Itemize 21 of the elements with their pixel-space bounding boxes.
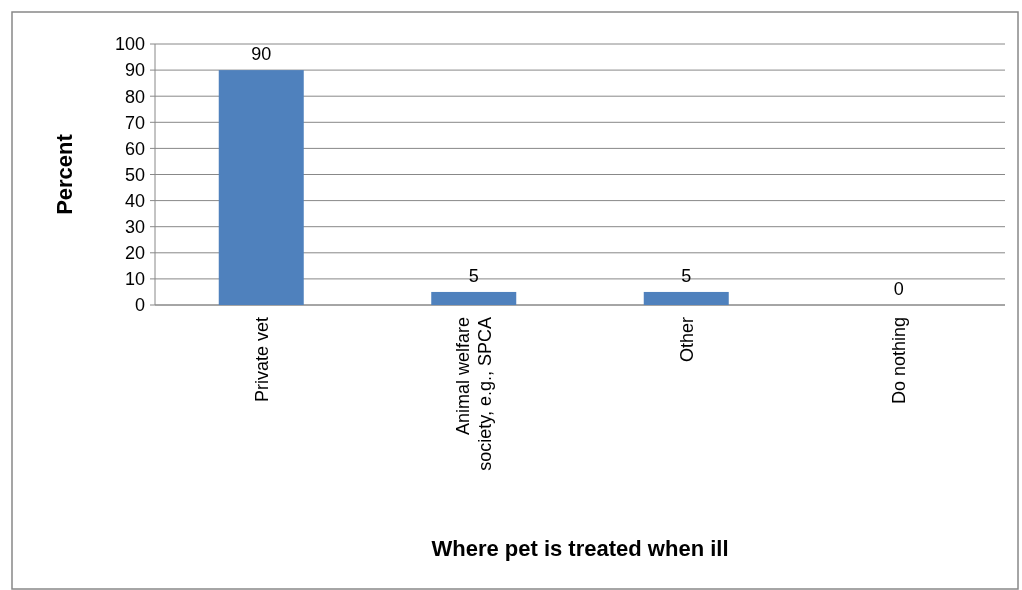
x-tick-label: Private vet	[251, 317, 272, 403]
y-tick-label: 60	[124, 138, 145, 159]
data-label: 5	[468, 265, 479, 286]
x-tick-label: Animal welfare society, e.g., SPCA	[453, 317, 496, 471]
y-tick-label: 70	[124, 112, 145, 133]
y-tick-label: 100	[114, 34, 145, 55]
x-tick-label: Other	[676, 317, 697, 363]
y-tick-label: 40	[124, 190, 145, 211]
data-label: 0	[893, 279, 904, 299]
data-label: 90	[251, 44, 272, 65]
y-tick-label: 30	[124, 217, 145, 237]
x-axis-title: Where pet is treated when ill	[431, 536, 729, 561]
y-tick-label: 90	[124, 60, 145, 81]
y-tick-label: 0	[134, 295, 145, 316]
y-tick-label: 10	[124, 269, 145, 290]
y-axis-title: Percent	[52, 133, 77, 215]
y-tick-label: 50	[124, 164, 145, 185]
y-tick-label: 20	[124, 243, 145, 264]
y-tick-label: 80	[124, 86, 145, 107]
data-label: 5	[681, 265, 692, 286]
x-tick-label: Do nothing	[889, 317, 910, 405]
